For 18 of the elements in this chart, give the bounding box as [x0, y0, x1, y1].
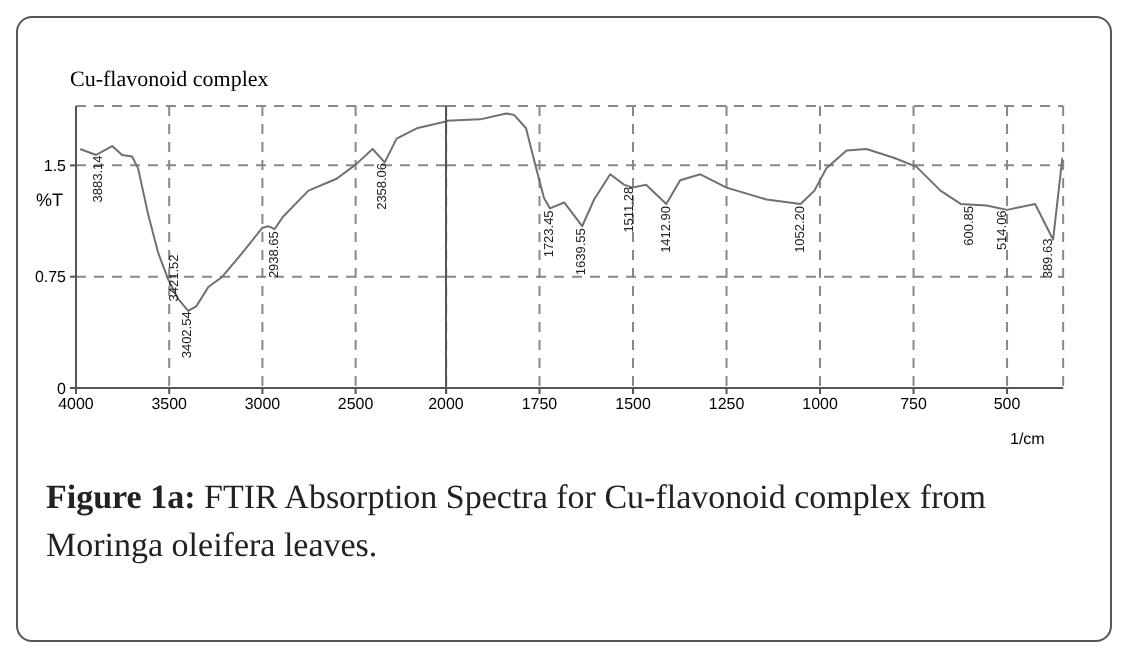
x-tick-label: 3000	[244, 395, 282, 414]
x-tick-label: 500	[994, 395, 1023, 414]
x-tick-label: 1000	[803, 395, 840, 414]
x-axis-title: 1/cm	[1010, 430, 1045, 448]
chart-title: Cu-flavonoid complex	[70, 68, 269, 92]
x-tick-label: 4000	[58, 395, 95, 414]
x-tick-label: 2000	[429, 395, 466, 414]
x-tick-label: 2500	[337, 395, 375, 414]
y-tick-label: 0	[57, 379, 68, 398]
y-tick-label: 0.75	[34, 268, 68, 287]
y-axis-title: %T	[36, 190, 63, 210]
y-tick-label: 1.5	[43, 157, 68, 176]
x-tick-label: 750	[901, 395, 929, 414]
x-tick-label: 1250	[709, 395, 747, 414]
caption: Figure 1a: FTIR Absorption Spectra for Cu-flavonoid complex from Moringa oleifera leaves.	[46, 476, 988, 568]
x-tick-label: 1500	[616, 395, 653, 414]
x-tick-label: 3500	[151, 395, 189, 414]
x-tick-label: 1750	[522, 395, 560, 414]
